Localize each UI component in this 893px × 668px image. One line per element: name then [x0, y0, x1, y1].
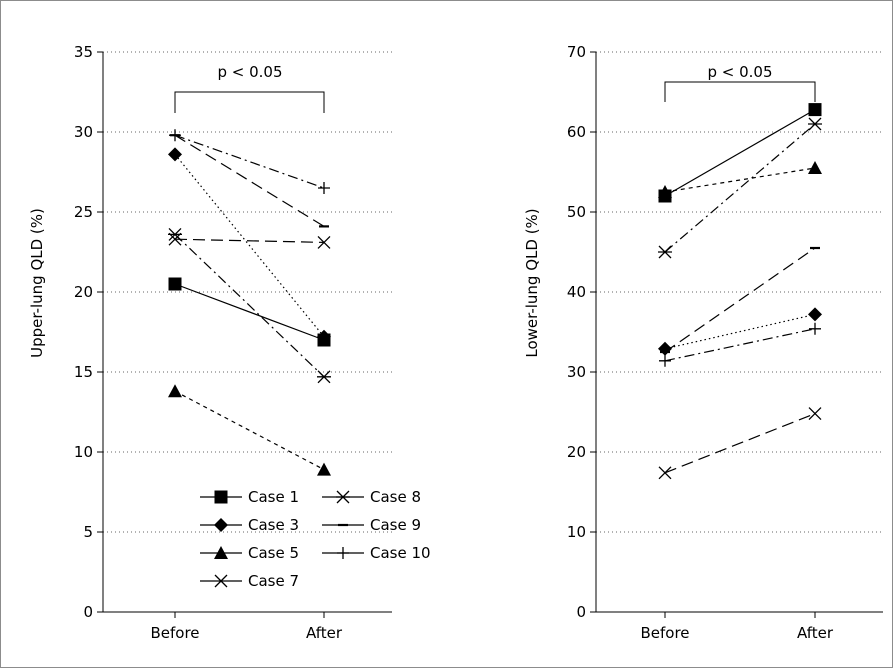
data-point-case-7-after — [808, 407, 822, 421]
series-line-case-10 — [174, 134, 325, 189]
data-point-case-1-before — [168, 277, 182, 291]
lower-lung-chart: Lower-lung QLD (%) p < 0.05 0 10 20 30 40 50 6… — [523, 43, 883, 642]
legend-label: Case 3 — [248, 516, 299, 534]
legend-item-case-7: Case 7 — [200, 572, 299, 590]
x-tick-label-after: After — [797, 624, 834, 642]
y-tick-label: 20 — [567, 443, 586, 461]
y-tick-label: 50 — [567, 203, 586, 221]
data-point-case-10-before — [169, 129, 181, 142]
legend-item-case-3: Case 3 — [200, 516, 299, 534]
significance-bracket — [174, 91, 325, 113]
legend-item-case-8: Case 8 — [322, 488, 421, 506]
legend-marker-case-5 — [214, 546, 228, 559]
legend-item-case-9: Case 9 — [322, 516, 421, 534]
series-line-case-8 — [664, 123, 816, 253]
data-point-case-8-after — [317, 370, 331, 384]
upper-lung-chart: Upper-lung QLD (%) p < 0.05 0 5 10 15 20 25 30… — [28, 43, 431, 642]
y-tick-label: 40 — [567, 283, 586, 301]
y-tick-label: 30 — [74, 123, 93, 141]
series-line-case-10 — [664, 328, 816, 362]
data-point-case-1-after — [808, 103, 822, 117]
legend-label: Case 8 — [370, 488, 421, 506]
y-tick-label: 10 — [567, 523, 586, 541]
series-line-case-5 — [174, 390, 325, 471]
legend-marker-case-10 — [337, 547, 349, 559]
x-tick-label-before: Before — [150, 624, 199, 642]
data-point-case-8-after — [808, 117, 822, 131]
legend-label: Case 9 — [370, 516, 421, 534]
data-point-case-3-before — [658, 341, 672, 356]
data-point-case-5-before — [658, 185, 672, 198]
y-tick-label: 10 — [74, 443, 93, 461]
y-tick-label: 35 — [74, 43, 93, 61]
data-point-case-3-after — [317, 329, 331, 344]
y-tick-label: 0 — [83, 603, 93, 621]
series-line-case-5 — [664, 167, 816, 193]
data-point-case-3-after — [808, 307, 822, 322]
legend-label: Case 1 — [248, 488, 299, 506]
series-line-case-7 — [174, 238, 325, 243]
series-line-case-7 — [664, 413, 816, 474]
series-line-case-9 — [664, 247, 816, 353]
legend-item-case-5: Case 5 — [200, 544, 299, 562]
series-line-case-3 — [174, 154, 325, 338]
legend-marker-case-8 — [336, 490, 350, 504]
data-point-case-10-after — [809, 322, 821, 335]
data-point-case-10-before — [659, 354, 671, 367]
legend-label: Case 5 — [248, 544, 299, 562]
significance-label: p < 0.05 — [217, 63, 282, 81]
y-tick-label: 60 — [567, 123, 586, 141]
x-tick-label-before: Before — [640, 624, 689, 642]
y-tick-label: 20 — [74, 283, 93, 301]
data-point-case-7-before — [658, 466, 672, 480]
significance-label: p < 0.05 — [707, 63, 772, 81]
data-point-case-7-after — [317, 235, 331, 249]
series-line-case-9 — [174, 134, 325, 227]
data-point-case-7-before — [168, 232, 182, 246]
y-tick-label: 25 — [74, 203, 93, 221]
series-line-case-1 — [664, 109, 816, 197]
significance-bracket — [664, 81, 816, 102]
data-point-case-8-before — [658, 245, 672, 259]
legend-item-case-10: Case 10 — [322, 544, 431, 562]
data-point-case-10-after — [318, 182, 330, 194]
y-tick-label: 5 — [83, 523, 93, 541]
y-tick-label: 15 — [74, 363, 93, 381]
legend-item-case-1: Case 1 — [200, 488, 299, 506]
data-point-case-5-after — [317, 462, 331, 476]
legend-label: Case 10 — [370, 544, 431, 562]
data-point-case-5-before — [168, 384, 182, 398]
data-point-case-3-before — [168, 147, 182, 162]
legend-marker-case-1 — [214, 490, 228, 504]
y-tick-label: 70 — [567, 43, 586, 61]
series-line-case-8 — [174, 233, 325, 378]
legend-marker-case-3 — [214, 518, 228, 532]
legend-marker-case-7 — [214, 574, 228, 588]
series-line-case-3 — [664, 313, 816, 350]
x-tick-label-after: After — [306, 624, 343, 642]
y-axis-label: Upper-lung QLD (%) — [28, 208, 46, 358]
legend: Case 1 Case 8 Case 3 Case 9 Case 5 Case 10 Cas… — [200, 488, 431, 590]
y-axis-label: Lower-lung QLD (%) — [523, 208, 541, 357]
series-line-case-1 — [174, 283, 325, 341]
data-point-case-8-before — [168, 227, 182, 241]
y-tick-label: 0 — [576, 603, 586, 621]
data-point-case-5-after — [808, 161, 822, 174]
legend-label: Case 7 — [248, 572, 299, 590]
y-tick-label: 30 — [567, 363, 586, 381]
